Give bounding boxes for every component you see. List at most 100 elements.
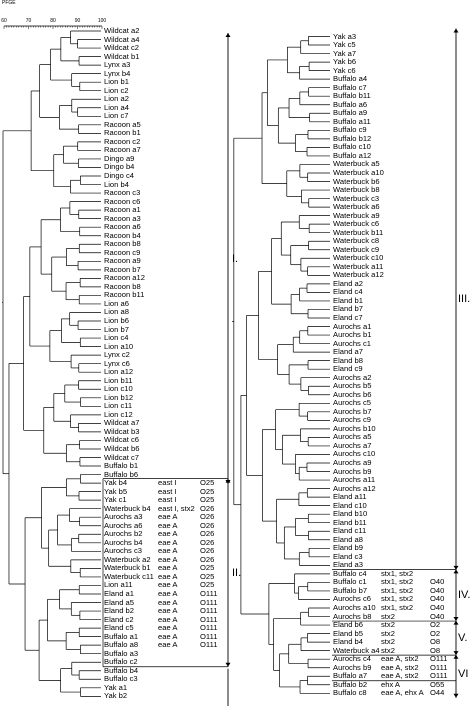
virulence-genes: eae A (158, 640, 178, 650)
strain-name: Eland c3 (333, 551, 363, 561)
strain-name: Buffalo c10 (333, 142, 371, 152)
virulence-genes: eae A (158, 537, 178, 547)
serogroup: O111 (200, 614, 218, 624)
virulence-genes: east I (158, 486, 177, 496)
strain-name: Buffalo b2 (333, 679, 368, 689)
strain-name: Waterbuck c11 (104, 571, 154, 581)
serogroup: O25 (200, 563, 215, 573)
strain-name: Racoon a6 (104, 222, 141, 232)
bracket-arrow (453, 693, 459, 698)
strain-name: Buffalo b6 (104, 469, 139, 479)
strain-name: Racoon c6 (104, 196, 141, 206)
strain-name: Lynx a3 (104, 60, 131, 70)
serogroup: O25 (200, 571, 215, 581)
cluster-i-label: I. (232, 253, 239, 265)
strain-name: Yak b6 (333, 57, 357, 67)
strain-name: Waterbuck a12 (333, 270, 384, 280)
virulence-genes: eae A (158, 554, 178, 564)
strain-name: Wildcat b6 (104, 443, 140, 453)
strain-name: Racoon b8 (104, 239, 141, 249)
strain-name: Waterbuck c3 (333, 193, 380, 203)
strain-name: Waterbuck c9 (333, 244, 380, 254)
strain-name: Yak b4 (104, 478, 128, 488)
strain-name: Aurochs a9 (333, 458, 372, 467)
strain-name: Buffalo a11 (333, 116, 371, 126)
virulence-genes: eae A (158, 597, 178, 607)
virulence-genes: stx1, stx2 (381, 585, 414, 595)
virulence-genes: eae A (158, 606, 178, 616)
strain-name: Buffalo a8 (104, 640, 139, 650)
strain-name: Aurochs b8 (333, 611, 372, 621)
strain-name: Yak a3 (333, 31, 357, 41)
strain-name: Racoon a9 (104, 256, 141, 266)
strain-name: Aurochs b9 (333, 662, 372, 672)
serogroup: O40 (430, 603, 445, 612)
serogroup: O111 (200, 631, 218, 641)
strain-name: Aurochs b7 (333, 406, 372, 416)
strain-name: Lion c7 (104, 111, 129, 121)
scale-tick-label: 80 (50, 18, 56, 24)
virulence-genes: eae A, stx2 (381, 654, 419, 664)
serogroup: O111 (430, 662, 448, 672)
cluster-v-label: V. (458, 631, 468, 644)
bracket-arrow (453, 28, 459, 33)
virulence-genes: eae A (158, 623, 178, 633)
strain-name: Buffalo c3 (104, 674, 138, 684)
strain-name: Eland b11 (333, 517, 367, 527)
serogroup: O111 (200, 597, 218, 607)
strain-name: Aurochs a11 (333, 475, 376, 485)
virulence-genes: east I, stx2 (158, 503, 195, 513)
strain-name: Aurochs a6 (104, 520, 143, 530)
strain-name: Lion b7 (104, 324, 129, 334)
scale-tick-label: 70 (26, 18, 32, 24)
strain-name: Lion a10 (104, 341, 134, 351)
strain-name: Buffalo c9 (333, 125, 367, 135)
strain-name: Eland b1 (333, 295, 363, 305)
virulence-genes: eae A, stx2 (381, 671, 419, 681)
strain-name: Racoon a12 (104, 273, 145, 283)
strain-name: Buffalo b1 (104, 461, 139, 471)
strain-name: Waterbuck b8 (333, 185, 380, 195)
serogroup: O111 (200, 623, 218, 633)
strain-name: Aurochs c1 (333, 338, 371, 348)
serogroup: O40 (430, 585, 445, 595)
strain-name: Waterbuck a10 (333, 167, 384, 177)
strain-name: Lynx c2 (104, 350, 130, 360)
cluster-iv-label: IV. (458, 589, 471, 602)
virulence-genes: eae A (158, 631, 178, 641)
strain-name: Aurochs b6 (333, 389, 372, 399)
strain-name: Wildcat c2 (104, 43, 140, 53)
virulence-genes: eae A (158, 520, 178, 530)
strain-name: Eland c2 (104, 614, 134, 624)
strain-name: Eland a5 (104, 597, 134, 607)
strain-name: Racoon c9 (104, 247, 141, 257)
strain-name: Buffalo c8 (333, 688, 367, 698)
strain-name: Waterbuck b4 (104, 503, 151, 513)
strain-name: Racoon a7 (104, 145, 141, 155)
serogroup: O25 (200, 580, 215, 590)
strain-name: Aurochs b9 (333, 466, 372, 476)
cluster-iii-label: III. (458, 293, 471, 306)
strain-name: Aurochs c4 (333, 654, 371, 664)
serogroup: O26 (200, 554, 215, 564)
strain-name: Aurochs c6 (333, 594, 371, 604)
strain-name: Aurochs c3 (104, 546, 142, 556)
strain-name: Waterbuck a11 (333, 261, 384, 271)
virulence-genes: stx1, stx2 (381, 577, 414, 587)
strain-name: Yak b5 (104, 486, 128, 496)
virulence-genes: eae A (158, 546, 178, 556)
strain-name: Buffalo c1 (333, 577, 367, 587)
strain-name: Wildcat b1 (104, 51, 140, 61)
strain-name: Racoon b8 (104, 281, 141, 291)
strain-name: Lion a8 (104, 307, 129, 317)
strain-name: Lion a12 (104, 367, 134, 377)
strain-name: Eland c5 (104, 623, 134, 633)
virulence-genes: stx1, stx2 (381, 603, 414, 612)
strain-name: Eland b2 (104, 606, 134, 616)
virulence-genes: eae A, ehx A (381, 688, 424, 698)
strain-name: Waterbuck b1 (104, 563, 151, 573)
strain-name: Lion a4 (104, 102, 129, 112)
strain-name: Buffalo a4 (333, 74, 368, 84)
serogroup: O55 (430, 679, 445, 689)
strain-name: Eland b8 (333, 355, 363, 365)
